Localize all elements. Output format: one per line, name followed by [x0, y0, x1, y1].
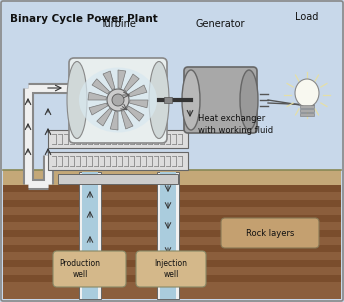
Bar [164, 97, 172, 103]
FancyBboxPatch shape [53, 251, 126, 287]
Bar [48, 130, 188, 148]
Polygon shape [88, 92, 106, 100]
Bar [3, 260, 341, 267]
Bar [300, 105, 314, 108]
Bar [3, 170, 341, 185]
FancyBboxPatch shape [184, 67, 257, 133]
FancyBboxPatch shape [69, 58, 167, 143]
Text: Heat exchanger
with working fluid: Heat exchanger with working fluid [198, 114, 273, 135]
Bar [79, 172, 101, 299]
Ellipse shape [295, 79, 319, 107]
Bar [58, 174, 178, 184]
Bar [3, 275, 341, 282]
Polygon shape [110, 112, 118, 130]
Polygon shape [127, 106, 144, 121]
Polygon shape [130, 100, 148, 108]
Bar [3, 245, 341, 252]
Polygon shape [97, 108, 112, 126]
Circle shape [112, 94, 124, 106]
Text: Production
well: Production well [60, 259, 100, 279]
Bar [300, 113, 314, 116]
Polygon shape [103, 71, 115, 90]
Ellipse shape [79, 68, 157, 133]
Text: Load: Load [295, 12, 319, 22]
Polygon shape [92, 79, 109, 94]
Bar [3, 185, 341, 192]
Bar [82, 172, 98, 299]
FancyBboxPatch shape [221, 218, 319, 248]
Bar [157, 172, 179, 299]
Polygon shape [89, 103, 108, 115]
Text: Injection
well: Injection well [154, 259, 187, 279]
Ellipse shape [182, 70, 200, 130]
FancyBboxPatch shape [136, 251, 206, 287]
Text: Binary Cycle Power Plant: Binary Cycle Power Plant [10, 14, 158, 24]
Polygon shape [118, 70, 126, 88]
Text: Generator: Generator [195, 19, 245, 29]
Bar [3, 200, 341, 207]
Polygon shape [124, 74, 139, 92]
Text: Rock layers: Rock layers [246, 229, 294, 237]
Ellipse shape [149, 62, 169, 139]
Ellipse shape [240, 70, 258, 130]
Polygon shape [121, 111, 133, 129]
Bar [3, 215, 341, 222]
Text: Turbine: Turbine [100, 19, 136, 29]
Ellipse shape [67, 62, 87, 139]
Bar [3, 185, 341, 299]
Bar [300, 109, 314, 112]
Bar [3, 230, 341, 237]
Bar [160, 172, 176, 299]
Polygon shape [128, 85, 147, 97]
Bar [48, 152, 188, 170]
Circle shape [107, 89, 129, 111]
